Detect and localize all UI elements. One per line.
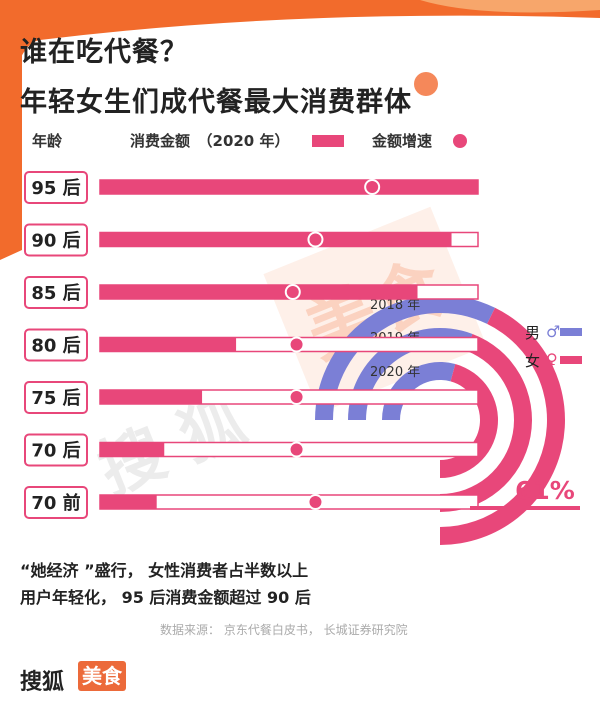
female-person-icon: ♀ — [546, 350, 558, 369]
male-swatch — [560, 328, 582, 336]
page-title: 谁在吃代餐？ — [20, 37, 188, 68]
sohu-logo-text: 搜狐 — [20, 670, 65, 695]
amount-bar — [100, 232, 452, 247]
amount-bar — [100, 180, 478, 194]
donut-female-arc-2020 年 — [440, 364, 499, 478]
orange-dot-decoration — [414, 72, 438, 96]
growth-dot — [288, 441, 305, 458]
amount-legend-swatch — [312, 135, 344, 147]
amount-bar — [100, 495, 157, 509]
growth-legend-dot — [453, 134, 467, 148]
donut-female-arc-2019 年 — [440, 333, 533, 512]
growth-legend-label: 金额增速 — [372, 132, 433, 150]
growth-dot — [307, 231, 324, 248]
age-label-box — [24, 381, 88, 414]
meishi-logo-badge: 美食 — [78, 661, 126, 691]
age-label: 85 后 — [31, 283, 80, 304]
donut-male-arc-2018 年 — [315, 294, 495, 420]
age-label-box — [24, 276, 88, 309]
donut-female-arc-2018 年 — [440, 307, 566, 545]
female-swatch — [560, 356, 582, 364]
growth-dot — [364, 179, 381, 195]
amount-bar — [100, 442, 165, 457]
growth-dot — [284, 284, 301, 300]
age-label-box — [24, 486, 88, 519]
growth-dot — [307, 494, 324, 510]
highlight-percent: 61% — [515, 476, 575, 505]
age-label-box — [24, 223, 88, 257]
source-note: 数据来源： 京东代餐白皮书， 长城证券研究院 — [160, 623, 408, 637]
age-label: 95 后 — [31, 178, 80, 199]
donut-year-label: 2018 年 — [370, 298, 420, 313]
age-label: 90 后 — [31, 231, 80, 252]
age-label: 75 后 — [31, 388, 80, 409]
footer-line-2: 用户年轻化， 95 后消费金额超过 90 后 — [20, 588, 311, 607]
page-subtitle: 年轻女生们成代餐最大消费群体 — [20, 87, 412, 118]
amount-bar — [100, 390, 203, 404]
amount-bar — [100, 285, 418, 299]
age-label: 80 后 — [31, 336, 80, 357]
amount-bar — [100, 337, 237, 352]
legend-male-label: 男 — [525, 324, 541, 342]
donut-year-label: 2020 年 — [370, 365, 420, 380]
legend-female-label: 女 — [525, 352, 541, 370]
age-label-box — [24, 433, 88, 467]
highlight-underline — [470, 506, 580, 510]
age-label-box — [24, 171, 88, 204]
male-person-icon: ♂ — [546, 322, 561, 341]
age-header: 年龄 — [32, 132, 63, 150]
growth-dot — [288, 336, 305, 353]
amount-legend-label: 消费金额 （2020 年） — [130, 132, 290, 150]
age-label-box — [24, 328, 88, 362]
donut-male-arc-2020 年 — [382, 362, 456, 420]
footer-line-1: “她经济 ”盛行， 女性消费者占半数以上 — [20, 561, 309, 580]
age-label: 70 前 — [31, 492, 80, 514]
growth-dot — [288, 389, 305, 405]
age-label: 70 后 — [31, 441, 80, 462]
